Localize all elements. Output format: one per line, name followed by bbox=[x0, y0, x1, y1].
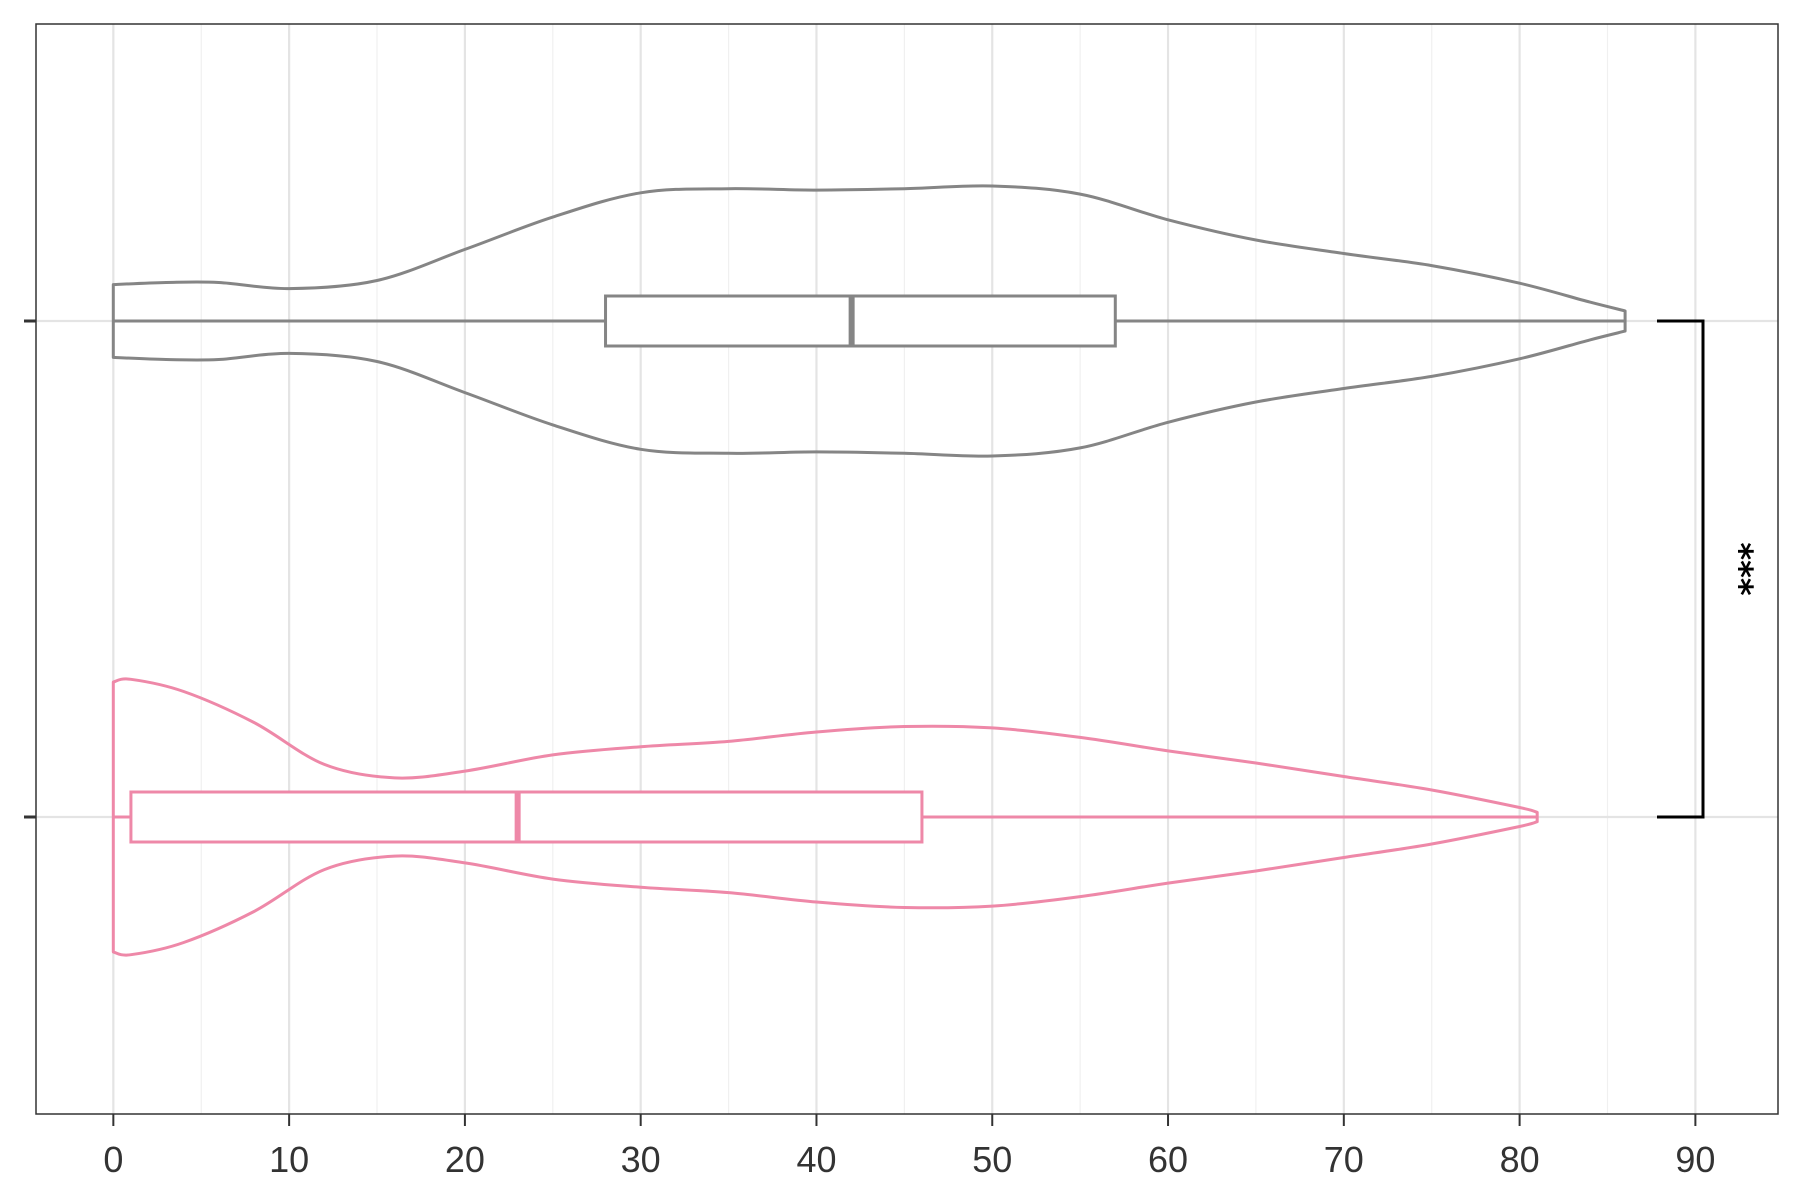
panel-background bbox=[36, 24, 1778, 1114]
x-tick-label: 0 bbox=[103, 1139, 123, 1180]
significance-label: *** bbox=[1720, 542, 1760, 596]
x-tick-label: 90 bbox=[1675, 1139, 1715, 1180]
violins bbox=[111, 184, 1627, 957]
x-tick-label: 80 bbox=[1500, 1139, 1540, 1180]
x-tick-label: 50 bbox=[972, 1139, 1012, 1180]
x-tick-label: 10 bbox=[269, 1139, 309, 1180]
significance-bracket: *** bbox=[1657, 319, 1760, 819]
x-tick-label: 70 bbox=[1324, 1139, 1364, 1180]
x-tick-label: 40 bbox=[796, 1139, 836, 1180]
violin-1 bbox=[111, 184, 1627, 458]
x-tick-label: 30 bbox=[621, 1139, 661, 1180]
box-2 bbox=[129, 790, 924, 844]
violin-2 bbox=[111, 677, 1539, 957]
boxplots bbox=[113, 294, 1626, 844]
bracket-line bbox=[1657, 319, 1705, 819]
x-tick-label: 60 bbox=[1148, 1139, 1188, 1180]
x-tick-label: 20 bbox=[445, 1139, 485, 1180]
panel-border bbox=[35, 23, 1779, 1115]
x-axis: 0 10 20 30 40 50 60 70 80 90 bbox=[103, 1114, 1715, 1180]
y-axis-ticks bbox=[24, 319, 36, 819]
box-1 bbox=[604, 294, 1117, 348]
